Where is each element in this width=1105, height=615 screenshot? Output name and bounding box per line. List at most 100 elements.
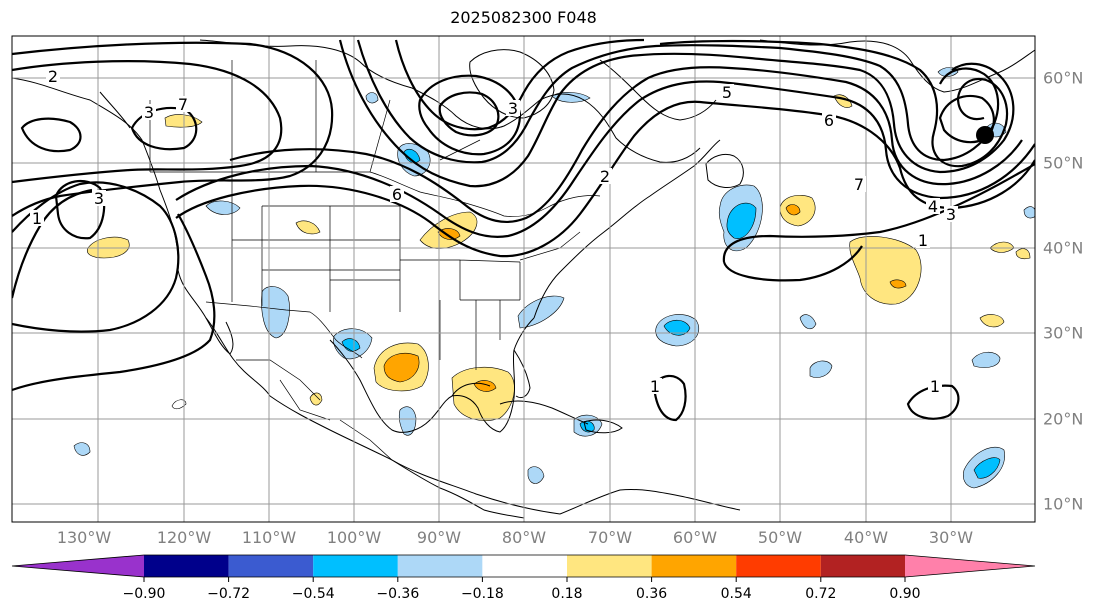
colorbar-segment	[313, 555, 398, 577]
contour-line	[12, 213, 216, 392]
lat-label: 40°N	[1043, 238, 1084, 258]
coastline-canada-north	[199, 39, 701, 163]
contour-line	[175, 80, 1035, 238]
canada-provinces	[149, 60, 481, 173]
coastline-vancouver	[99, 91, 131, 129]
contour-line	[175, 100, 1035, 258]
shade-negative	[398, 406, 417, 436]
colorbar-tick-label: 0.90	[889, 586, 921, 602]
lat-label: 30°N	[1043, 323, 1084, 343]
shade-positive	[451, 366, 515, 421]
contour-label: 7	[854, 175, 864, 194]
contour-line	[12, 181, 180, 333]
colorbar-tick-label: 0.72	[805, 586, 837, 602]
lon-label: 40°W	[843, 528, 889, 547]
coastline-gulf	[329, 317, 535, 433]
lon-label: 80°W	[501, 528, 547, 547]
contour-label: 5	[722, 83, 732, 102]
coastline-hispaniola	[583, 419, 623, 434]
shade-negative	[403, 148, 421, 164]
colorbar-segment	[820, 555, 906, 577]
lat-label: 60°N	[1043, 68, 1084, 88]
shade-negative	[205, 200, 241, 215]
contour-line	[12, 60, 283, 184]
contour-line	[722, 245, 863, 282]
shade-negative	[517, 295, 565, 329]
shade-negative	[365, 92, 379, 104]
state-borders	[231, 172, 581, 370]
contour-line	[906, 384, 960, 420]
shade-positive	[295, 220, 321, 235]
coastline-cuba	[499, 400, 589, 425]
colorbar-extend-low	[12, 555, 144, 577]
shade-positive	[383, 353, 420, 383]
lon-label: 120°W	[156, 528, 212, 547]
contour-label: 4	[928, 197, 938, 216]
grid-lines	[12, 36, 1035, 522]
shade-positive	[1015, 248, 1031, 260]
coastline-south-america	[559, 489, 741, 515]
lon-label: 60°W	[672, 528, 718, 547]
contour-label: 1	[650, 377, 660, 396]
colorbar-tick-label: −0.90	[122, 586, 166, 602]
lon-label: 90°W	[416, 528, 462, 547]
map-title: 2025082300 F048	[450, 8, 597, 27]
contour-label: 1	[918, 231, 928, 250]
colorbar-segment	[482, 555, 567, 577]
colorbar-segment	[144, 555, 229, 577]
colorbar-tick-label: −0.18	[460, 586, 504, 602]
colorbar-tick-label: 0.36	[636, 586, 668, 602]
contour-line	[229, 66, 1023, 224]
contour-label: 3	[94, 189, 104, 208]
contour-label: 1	[930, 377, 940, 396]
coastline-central-america	[391, 459, 525, 519]
lon-label: 50°W	[757, 528, 803, 547]
colorbar-segment	[736, 555, 821, 577]
lon-label: 70°W	[587, 528, 633, 547]
lon-label: 30°W	[928, 528, 974, 547]
contour-line	[438, 91, 500, 137]
shade-negative	[1023, 206, 1035, 219]
contour-label: 3	[144, 103, 154, 122]
shade-negative	[809, 360, 833, 378]
shade-negative	[973, 457, 1001, 479]
contour-label-group: 2 3 7 3 1 6 3 2 5 6 7	[30, 67, 958, 396]
contour-label: 7	[178, 95, 188, 114]
contour-line	[54, 179, 106, 240]
lon-label: 100°W	[326, 528, 382, 547]
contour-label: 1	[32, 209, 42, 228]
contour-line	[659, 39, 1009, 168]
colorbar-segment	[228, 555, 314, 577]
contour-label: 6	[392, 185, 402, 204]
shade-negative	[971, 351, 1001, 368]
colorbar-tick-label: 0.18	[551, 586, 583, 602]
us-canada-border	[150, 171, 601, 217]
map-body: 2 3 7 3 1 6 3 2 5 6 7	[12, 36, 1035, 522]
contour-label: 2	[600, 167, 610, 186]
colorbar-tick-label: −0.72	[207, 586, 251, 602]
colorbar-extend-high	[905, 555, 1035, 577]
colorbar	[11, 554, 1036, 582]
contour-label: 3	[508, 99, 518, 118]
coastline-hudson	[469, 49, 555, 119]
contour-line	[938, 94, 995, 144]
shade-positive	[309, 392, 323, 406]
coastline-labrador	[599, 59, 717, 121]
shade-negative	[551, 92, 591, 103]
lon-label: 110°W	[241, 528, 297, 547]
contour-line	[20, 117, 82, 153]
contour-line	[652, 374, 687, 422]
contour-label: 3	[946, 205, 956, 224]
contour-line	[338, 39, 1015, 188]
coastline-florida	[513, 349, 531, 399]
shade-negative	[171, 399, 187, 410]
contour-label: 6	[824, 111, 834, 130]
lon-label: 130°W	[56, 528, 112, 547]
shade-positive	[979, 314, 1005, 328]
lat-label: 10°N	[1043, 494, 1084, 514]
coastline-newfoundland	[705, 153, 744, 188]
shade-negative	[527, 466, 545, 484]
contour-line	[418, 74, 522, 156]
